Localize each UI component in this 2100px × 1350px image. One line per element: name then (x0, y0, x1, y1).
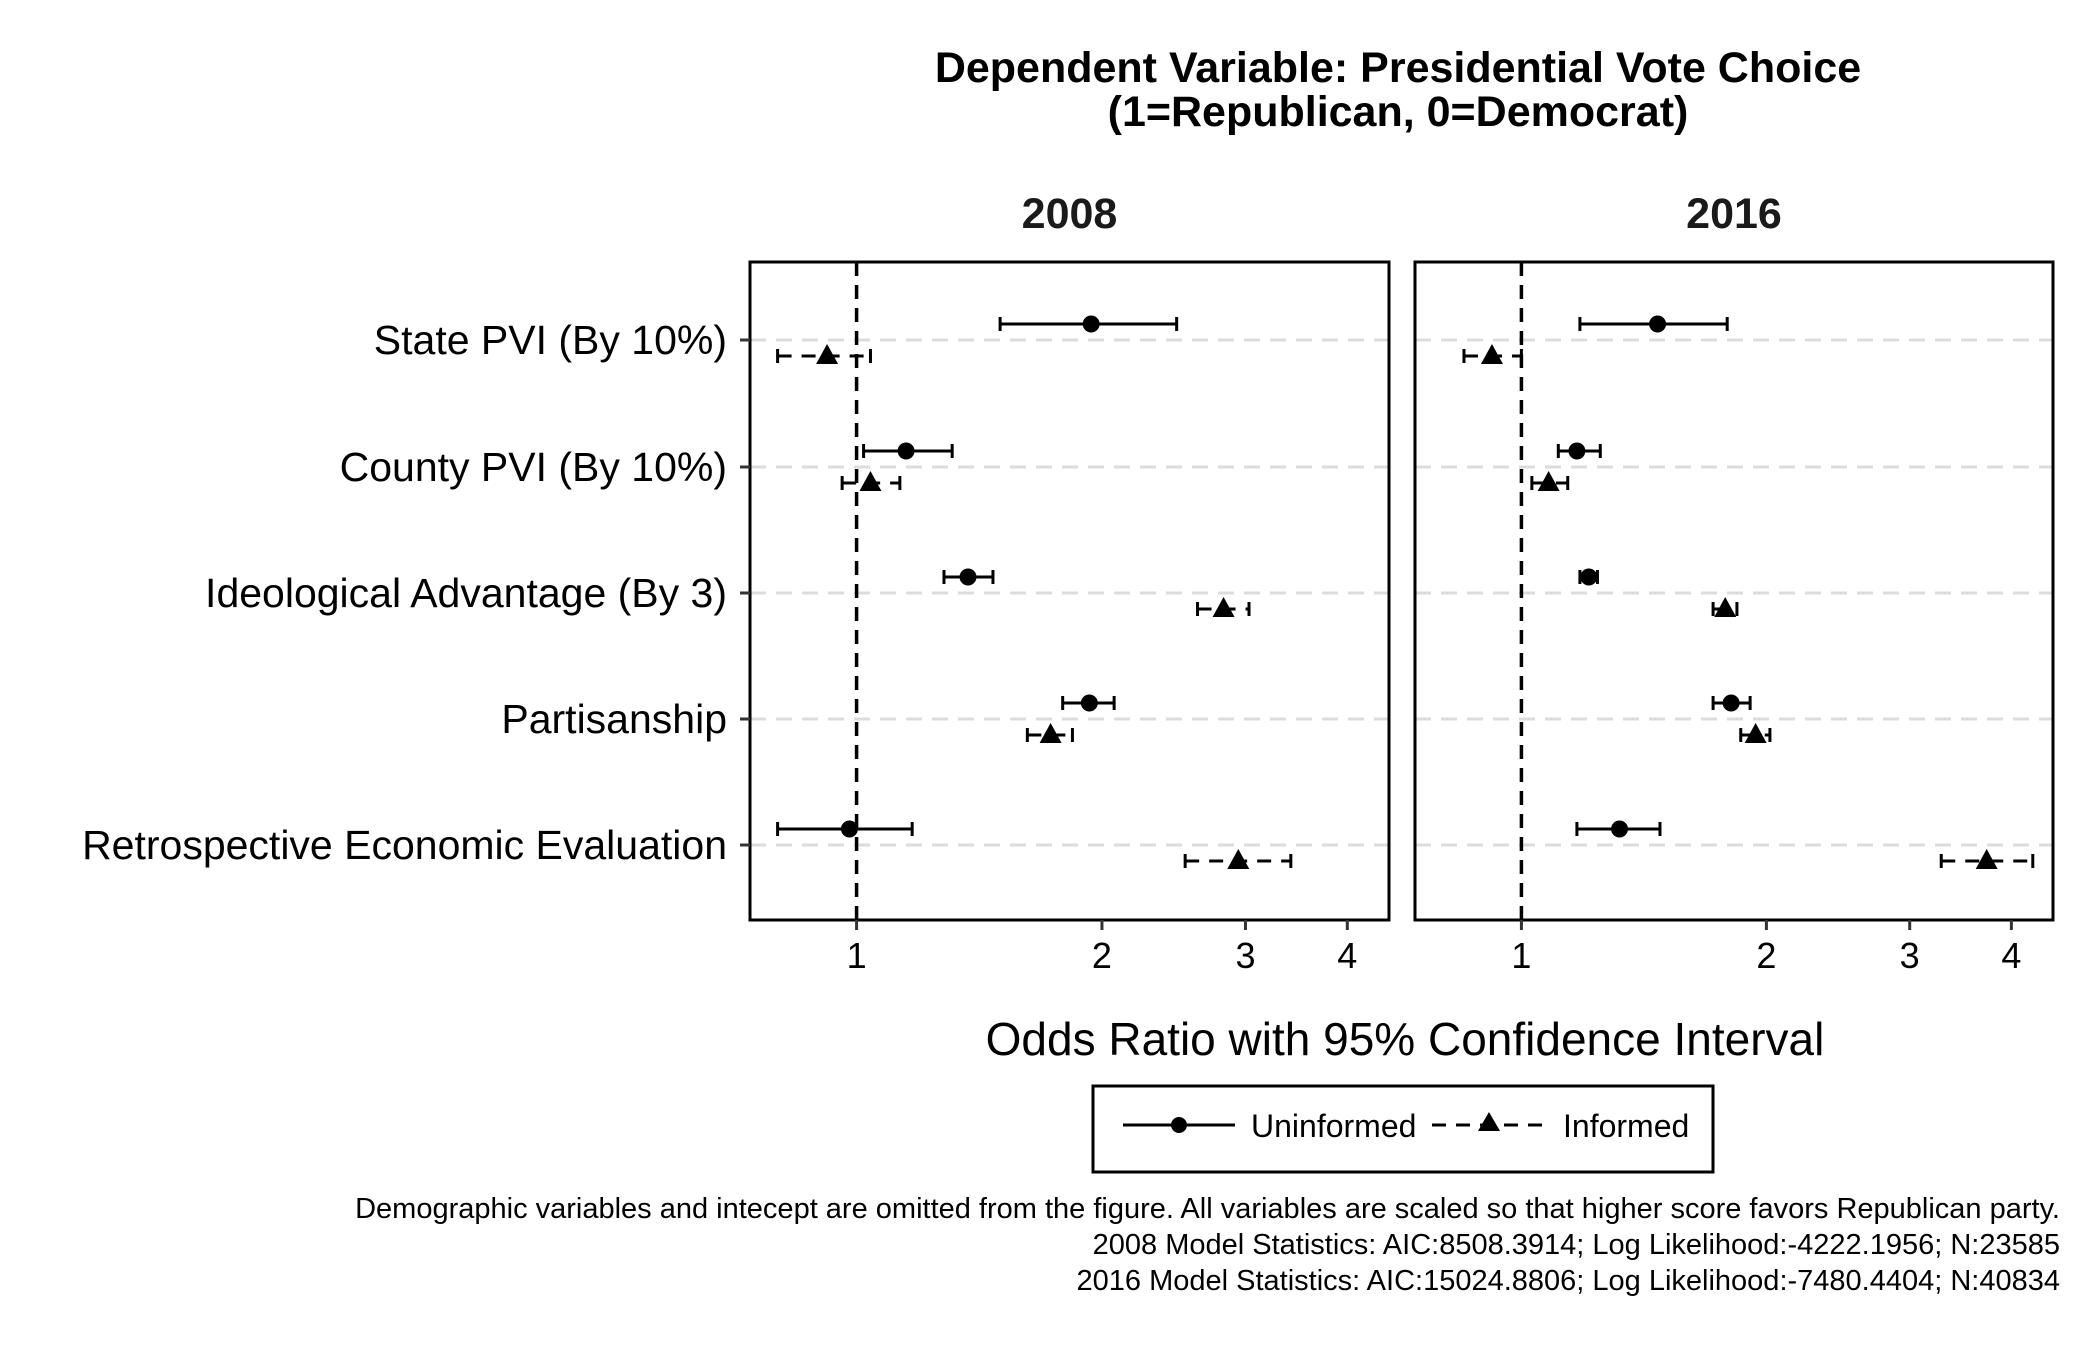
legend-uninformed-label: Uninformed (1251, 1108, 1416, 1144)
y-label-retrospective-economic-evaluation: Retrospective Economic Evaluation (82, 822, 727, 868)
marker-2008-uninformed-state-pvi-by-10 (1082, 315, 1100, 333)
marker-2008-informed-state-pvi-by-10 (816, 344, 839, 364)
marker-2008-uninformed-partisanship (1080, 694, 1098, 712)
x-tick-label-2008-2: 2 (1092, 935, 1112, 976)
panel-border-2016 (1413, 260, 2055, 922)
x-tick-label-2008-1: 1 (847, 935, 867, 976)
legend-box (1091, 1084, 1715, 1174)
x-tick-label-2016-1: 1 (1511, 935, 1531, 976)
panel-2016: 2016 1 2 3 4 (1413, 190, 2055, 976)
chart-panels: 2008 1 2 3 4 2016 1 2 3 4 (740, 190, 2055, 976)
marker-2016-informed-county-pvi-by-10 (1537, 471, 1560, 491)
marker-2016-uninformed-ideological-advantage-by-3 (1580, 568, 1598, 586)
panel-label-2016: 2016 (1686, 190, 1782, 238)
marker-2016-informed-state-pvi-by-10 (1480, 344, 1503, 364)
legend-informed-label: Informed (1563, 1108, 1689, 1144)
legend-informed-marker (1478, 1112, 1500, 1131)
marker-2016-uninformed-state-pvi-by-10 (1649, 315, 1667, 333)
marker-2008-informed-county-pvi-by-10 (859, 471, 882, 491)
marker-2008-informed-partisanship (1039, 723, 1062, 743)
marker-2008-informed-retrospective-economic-evaluation (1227, 849, 1250, 869)
footnote-1: Demographic variables and intecept are o… (355, 1193, 2060, 1225)
marker-2016-uninformed-partisanship (1722, 694, 1740, 712)
marker-2016-uninformed-county-pvi-by-10 (1568, 442, 1586, 460)
legend: Uninformed Informed (1091, 1084, 1715, 1174)
x-axis-label: Odds Ratio with 95% Confidence Interval (986, 1013, 1825, 1065)
chart-title-line1: Dependent Variable: Presidential Vote Ch… (935, 44, 1861, 92)
y-axis-labels: State PVI (By 10%) County PVI (By 10%) Ide… (82, 317, 727, 868)
x-tick-label-2008-4: 4 (1337, 935, 1357, 976)
x-tick-label-2016-4: 4 (2001, 935, 2021, 976)
footnote-2: 2008 Model Statistics: AIC:8508.3914; Lo… (1093, 1229, 2060, 1261)
marker-2016-uninformed-retrospective-economic-evaluation (1611, 820, 1629, 838)
y-label-partisanship: Partisanship (501, 696, 727, 742)
marker-2008-uninformed-ideological-advantage-by-3 (959, 568, 977, 586)
chart-title-line2: (1=Republican, 0=Democrat) (1108, 88, 1689, 136)
panel-label-2008: 2008 (1022, 190, 1118, 238)
x-tick-label-2008-3: 3 (1235, 935, 1255, 976)
y-label-county-pvi-by-10: County PVI (By 10%) (340, 444, 727, 490)
legend-uninformed-marker (1171, 1117, 1187, 1133)
marker-2016-informed-ideological-advantage-by-3 (1714, 597, 1737, 617)
footnote-3: 2016 Model Statistics: AIC:15024.8806; L… (1077, 1265, 2060, 1297)
y-label-state-pvi-by-10: State PVI (By 10%) (374, 317, 727, 363)
marker-2016-informed-partisanship (1744, 723, 1767, 743)
x-tick-label-2016-3: 3 (1900, 935, 1920, 976)
x-tick-label-2016-2: 2 (1756, 935, 1776, 976)
marker-2008-uninformed-county-pvi-by-10 (897, 442, 915, 460)
marker-2016-informed-retrospective-economic-evaluation (1975, 849, 1998, 869)
panel-border-2008 (748, 260, 1391, 922)
marker-2008-uninformed-retrospective-economic-evaluation (840, 820, 858, 838)
y-label-ideological-advantage-by-3: Ideological Advantage (By 3) (205, 570, 727, 616)
panel-2008: 2008 1 2 3 4 (740, 190, 1391, 976)
marker-2008-informed-ideological-advantage-by-3 (1212, 597, 1235, 617)
